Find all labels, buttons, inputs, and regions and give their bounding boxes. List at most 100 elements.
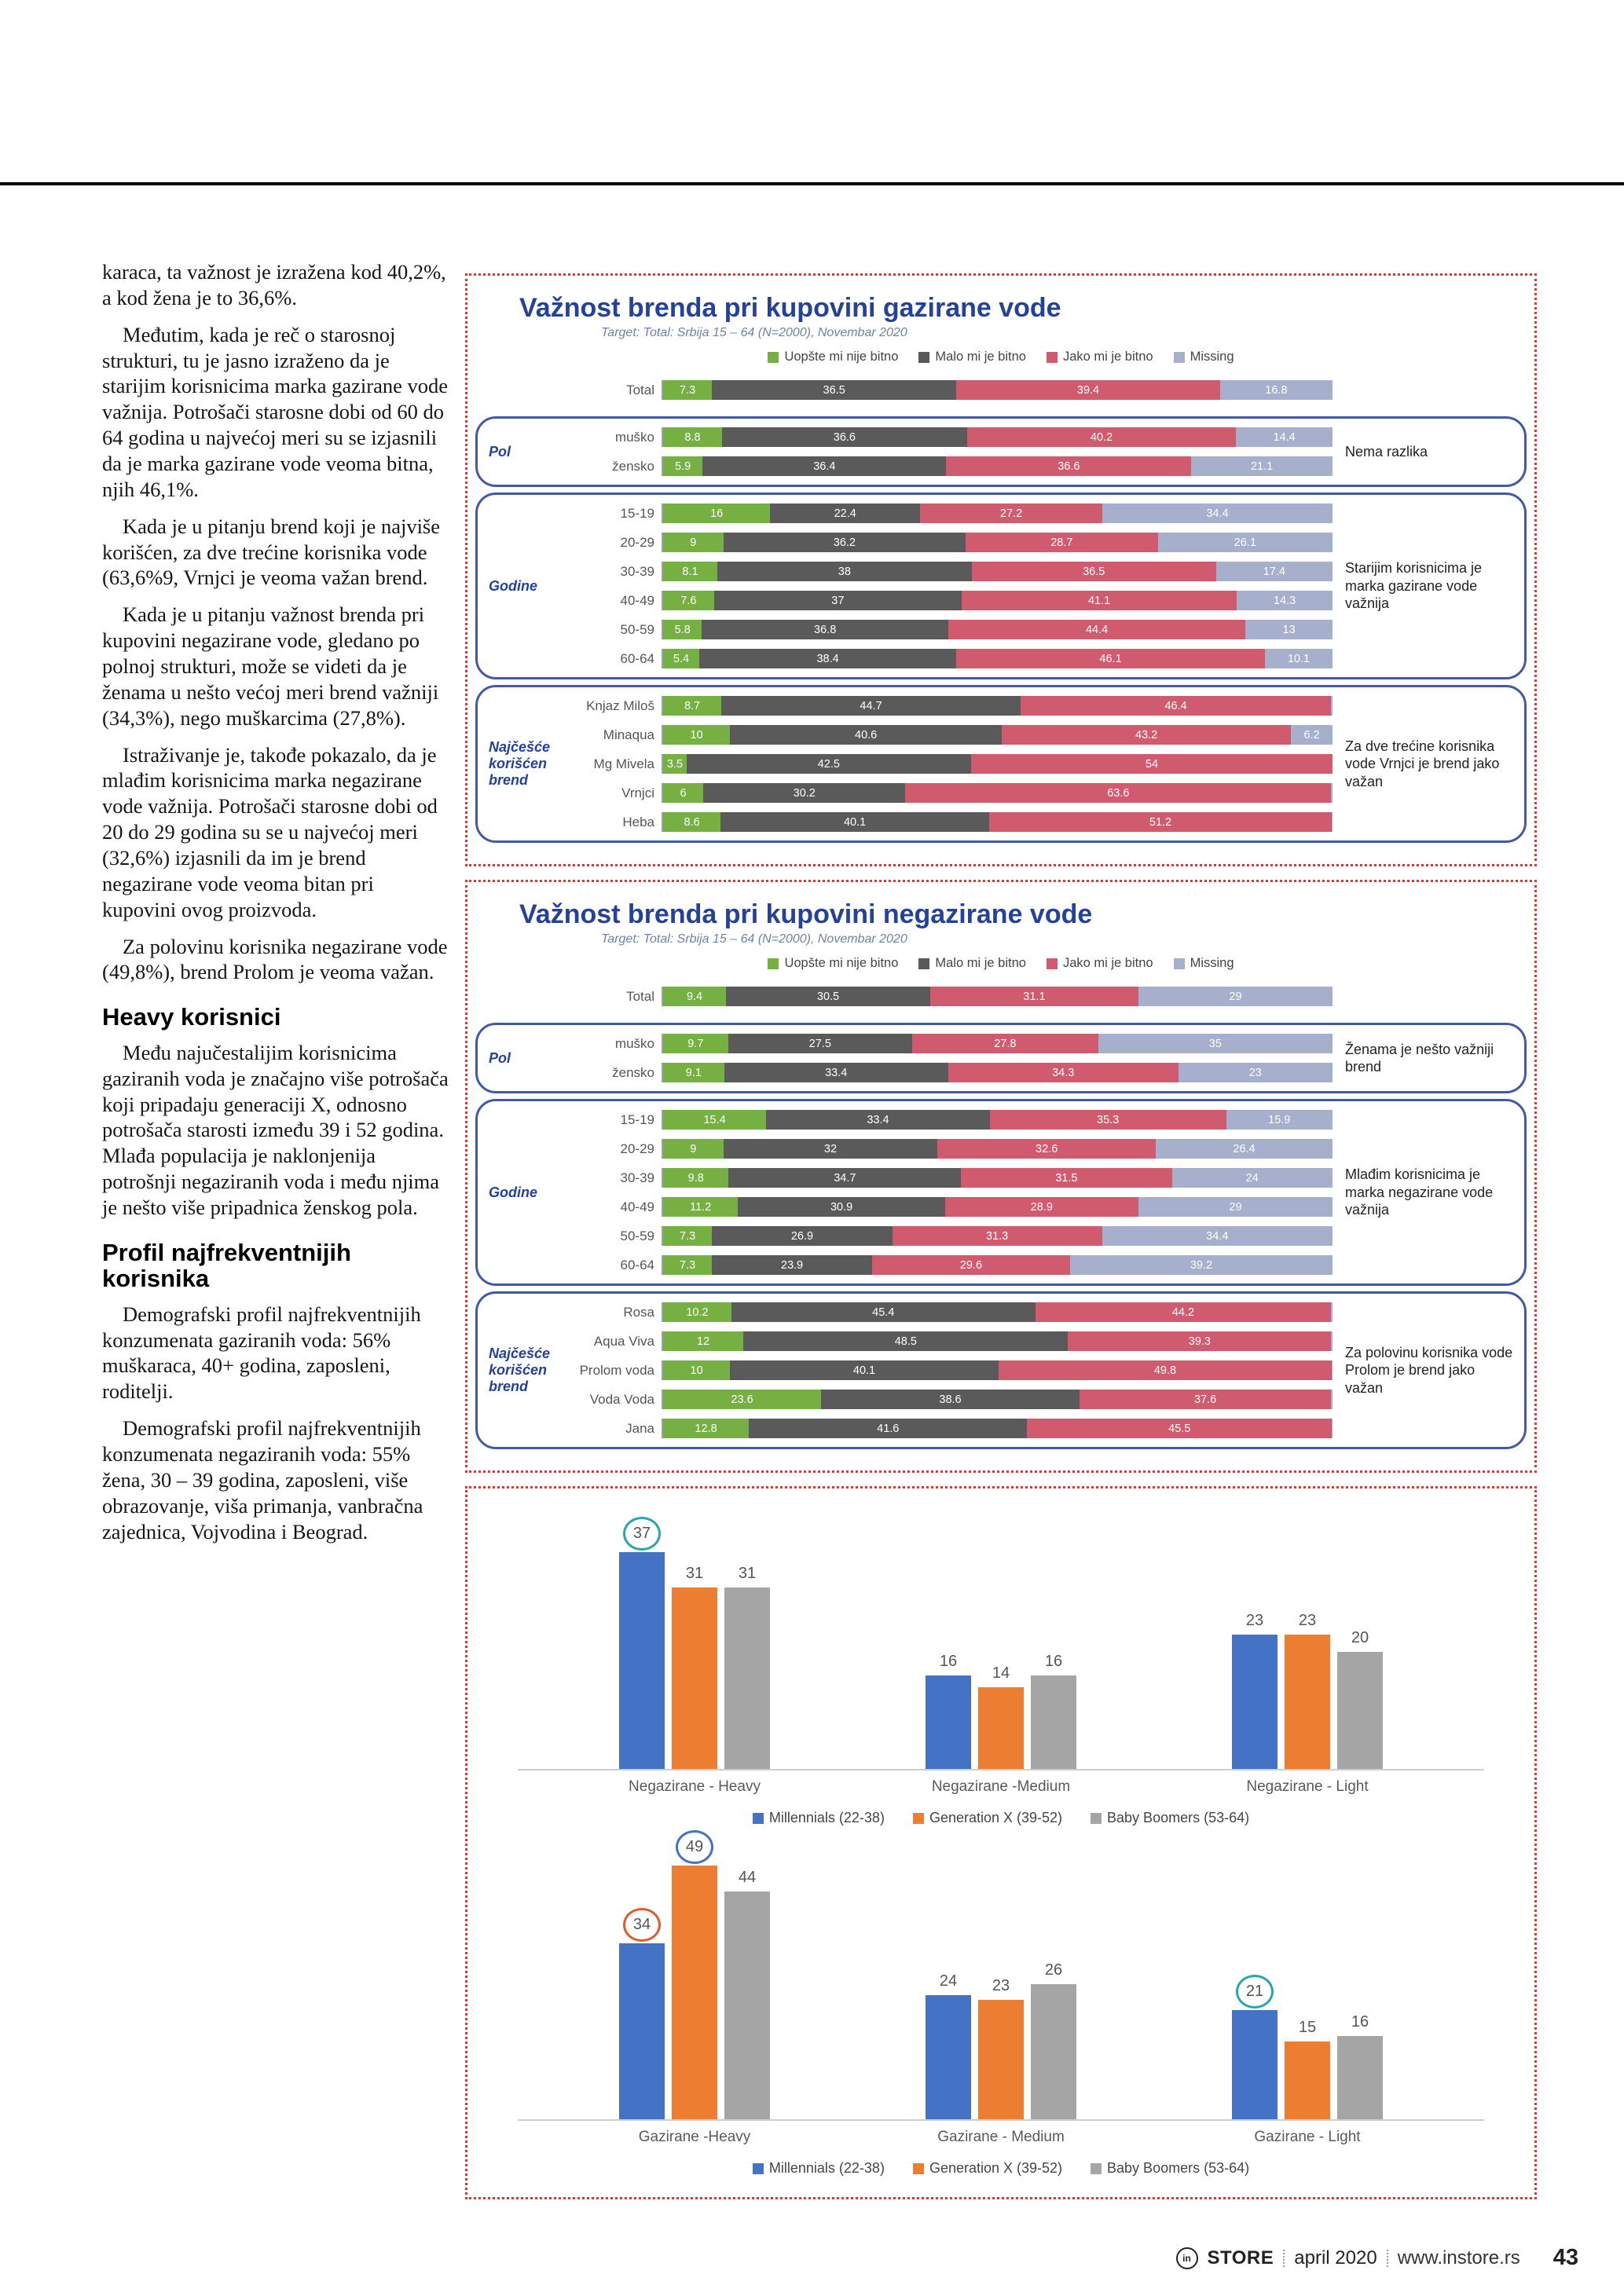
bar-value-label: 15 (1298, 2019, 1317, 2036)
bar-plot-area: 37 31 31 16 14 16 23 23 20 (518, 1517, 1484, 1771)
bar-segment: 15.4 (663, 1110, 767, 1130)
legend-label: Malo mi je bitno (935, 350, 1026, 364)
bar-segment: 35.3 (989, 1110, 1226, 1130)
group-rows: Knjaz Miloš 8.7 44.7 46.4 Minaqua 10 40.6 43.2 6… (567, 691, 1333, 837)
row-label: 50-59 (620, 1228, 654, 1243)
bar-wrap: 49 (672, 1830, 717, 2119)
chart-row: Total 9.4 30.5 31.1 29 (567, 982, 1333, 1011)
group-rows: muško 9.7 27.5 27.8 35 žensko 9.1 33.4 34.3 23 (567, 1029, 1333, 1087)
bar-wrap: 34 (619, 1908, 665, 2119)
legend-swatch (1046, 351, 1058, 363)
bar (672, 1866, 717, 2119)
bar-value-label: 23 (1298, 1612, 1317, 1629)
bar-segment: 31.1 (929, 987, 1138, 1006)
bar-wrap: 15 (1285, 2019, 1330, 2119)
bar-segment: 14.3 (1237, 591, 1333, 610)
stacked-bar: 12 48.5 39.3 (662, 1331, 1333, 1351)
legend-swatch (1173, 958, 1185, 969)
bar-wrap: 16 (1031, 1653, 1076, 1769)
bar-segment: 13 (1245, 620, 1333, 639)
chart-subtitle: Target: Total: Srbija 15 – 64 (N=2000), … (601, 326, 907, 339)
bar-segment: 16 (663, 504, 771, 523)
legend-item: Uopšte mi nije bitno (768, 350, 898, 364)
bar-segment: 24 (1171, 1168, 1333, 1188)
chart-box-generations: 37 31 31 16 14 16 23 23 20 Negazirane - Heavy Neg… (465, 1486, 1537, 2199)
legend-label: Millennials (22-38) (768, 1810, 885, 1825)
chart-title: Važnost brenda pri kupovini gazirane vod… (519, 293, 1061, 323)
stacked-bar: 6 30.2 63.6 (662, 783, 1333, 803)
bar-segment: 45.4 (731, 1302, 1036, 1322)
bar-segment (1331, 1302, 1333, 1322)
row-label: 30-39 (620, 1170, 654, 1185)
legend-label: Uopšte mi nije bitno (784, 350, 899, 364)
bar-wrap: 21 (1232, 1975, 1278, 2119)
bar-segment: 36.8 (702, 620, 948, 639)
bar-group: 23 23 20 (1154, 1612, 1461, 1769)
legend-label: Baby Boomers (53-64) (1107, 1810, 1250, 1825)
bar-group: 21 15 16 (1154, 1975, 1461, 2119)
bar-value-label: 20 (1351, 1629, 1369, 1646)
stacked-bar: 11.2 30.9 28.9 29 (662, 1197, 1333, 1217)
bar-group: 34 49 44 (541, 1830, 848, 2119)
chart-row: 20-29 9 32 32.6 26.4 (567, 1134, 1333, 1163)
top-divider (0, 182, 1624, 185)
stacked-chart-negazirane: Važnost brenda pri kupovini negazirane v… (475, 899, 1527, 1449)
bar-value-label: 31 (685, 1565, 704, 1582)
bar-segment: 38.4 (699, 649, 957, 668)
row-label: Mg Mivela (593, 756, 654, 771)
stacked-bar: 5.8 36.8 44.4 13 (662, 620, 1333, 639)
legend-swatch (912, 2162, 924, 2174)
bar-segment: 22.4 (770, 504, 921, 523)
chart-row: Rosa 10.2 45.4 44.2 (567, 1298, 1333, 1327)
legend-item: Malo mi je bitno (918, 350, 1026, 364)
group-label: Pol (489, 443, 511, 460)
stacked-bar: 16 22.4 27.2 34.4 (662, 504, 1333, 523)
legend-swatch (752, 2162, 764, 2174)
bar-segment: 9 (663, 533, 724, 552)
row-label: Knjaz Miloš (586, 698, 654, 713)
chart-row: 30-39 8.1 38 36.5 17.4 (567, 557, 1333, 586)
bar-segment: 34.4 (1102, 1226, 1333, 1246)
article-paragraph: karaca, ta važnost je izražena kod 40,2%… (102, 260, 446, 309)
bar-segment (1331, 783, 1333, 803)
stacked-bar: 5.9 36.4 36.6 21.1 (662, 456, 1333, 476)
category-label: Gazirane -Heavy (638, 2129, 751, 2145)
chart-legend: Millennials (22-38) Generation X (39-52) B… (518, 1810, 1484, 1826)
bar-segment: 5.9 (663, 456, 703, 476)
stacked-bar: 8.7 44.7 46.4 (662, 696, 1333, 716)
stacked-bar: 9.1 33.4 34.3 23 (662, 1063, 1333, 1082)
bar-value-label: 23 (992, 1977, 1010, 1994)
bar-group: 37 31 31 (541, 1517, 848, 1769)
group-rows: muško 8.8 36.6 40.2 14.4 žensko 5.9 36.4 36.6 21.… (567, 423, 1333, 481)
legend-item: Malo mi je bitno (918, 956, 1026, 971)
chart-row: žensko 5.9 36.4 36.6 21.1 (567, 452, 1333, 481)
total-row-group: Total 9.4 30.5 31.1 29 (475, 976, 1527, 1017)
row-label: Prolom voda (579, 1362, 654, 1378)
legend-item: Baby Boomers (53-64) (1091, 2160, 1249, 2177)
bar-segment: 9.7 (663, 1034, 728, 1053)
bar-segment: 8.7 (663, 696, 722, 716)
chart-group: Najčešće korišćen brend Knjaz Miloš 8.7 44.… (475, 685, 1527, 843)
bar-segment: 9.1 (663, 1063, 724, 1082)
category-label: Negazirane - Heavy (629, 1778, 761, 1795)
bar-segment (1331, 1331, 1333, 1351)
bar-segment: 35 (1098, 1034, 1333, 1053)
category-label: Negazirane -Medium (931, 1778, 1071, 1795)
bar-value-label: 26 (1044, 1961, 1063, 1979)
group-rows: Rosa 10.2 45.4 44.2 Aqua Viva 12 48.5 39.3 Prolo… (567, 1298, 1333, 1443)
bar-wrap: 23 (978, 1977, 1024, 2119)
row-label: muško (614, 1035, 654, 1051)
group-label: Najčešće korišćen brend (489, 739, 551, 788)
legend-swatch (1173, 351, 1185, 363)
page-footer: in STORE april 2020 www.instore.rs 43 (1175, 2245, 1578, 2271)
bar-segment: 14.4 (1236, 427, 1333, 447)
bar-segment: 31.3 (892, 1226, 1102, 1246)
bar-segment: 7.3 (663, 1226, 713, 1246)
bar-segment: 3.5 (663, 754, 687, 774)
article-paragraph: Za polovinu korisnika negazirane vode (4… (102, 934, 448, 984)
instore-logo-icon: in (1175, 2247, 1198, 2269)
stacked-bar: 9 36.2 28.7 26.1 (662, 533, 1333, 552)
bar-segment: 31.5 (961, 1168, 1172, 1188)
group-annotation: Nema razlika (1345, 443, 1428, 460)
bar-segment: 44.7 (721, 696, 1021, 716)
